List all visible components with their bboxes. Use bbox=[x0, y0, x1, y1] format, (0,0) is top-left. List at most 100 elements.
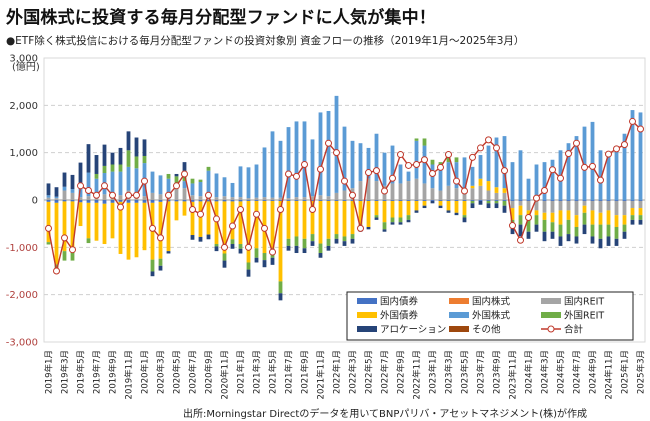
bar-segment bbox=[574, 226, 579, 237]
bar-segment bbox=[358, 143, 363, 182]
bar-segment bbox=[558, 236, 563, 246]
bar-segment bbox=[494, 200, 499, 204]
y-axis: -3,000 -2,000 -1,000 0 1,000 2,000 3,000 bbox=[6, 54, 38, 349]
bar-segment bbox=[462, 190, 467, 200]
total-point bbox=[149, 224, 156, 232]
bar-segment bbox=[582, 224, 587, 235]
bar-segment bbox=[182, 200, 187, 202]
bar-segment bbox=[638, 215, 643, 220]
y-axis-unit: (億円) bbox=[12, 60, 40, 73]
bar-segment bbox=[110, 171, 115, 193]
bar-segment bbox=[494, 192, 499, 200]
bar-segment bbox=[510, 200, 515, 209]
bar-segment bbox=[150, 271, 155, 277]
bar-segment bbox=[206, 200, 211, 202]
bar-segment bbox=[142, 202, 147, 251]
bar-segment bbox=[230, 182, 235, 198]
bar-segment bbox=[310, 196, 315, 200]
bar-segment bbox=[598, 200, 603, 213]
x-tick-label: 2020年9月 bbox=[204, 350, 215, 394]
bar-segment bbox=[630, 200, 635, 209]
total-point bbox=[69, 246, 76, 254]
total-point bbox=[501, 167, 508, 175]
bar-segment bbox=[158, 175, 163, 195]
bar-segment bbox=[238, 201, 243, 245]
bar-segment bbox=[54, 196, 59, 199]
bar-segment bbox=[406, 171, 411, 182]
bar-segment bbox=[246, 269, 251, 277]
bar-segment bbox=[70, 189, 75, 193]
bar-segment bbox=[110, 200, 115, 203]
bar-segment bbox=[262, 147, 267, 198]
bar-segment bbox=[70, 248, 75, 261]
bar-segment bbox=[334, 200, 339, 235]
bar-segment bbox=[566, 210, 571, 220]
bar-segment bbox=[310, 234, 315, 242]
bar-segment bbox=[254, 197, 259, 200]
bar-segment bbox=[342, 236, 347, 242]
total-point bbox=[589, 162, 596, 170]
y-tick-label: 3,000 bbox=[9, 54, 38, 65]
bar-segment bbox=[230, 200, 235, 202]
bar-segment bbox=[590, 224, 595, 237]
bar-segment bbox=[102, 203, 107, 245]
bar-segment bbox=[478, 200, 483, 201]
bar-segment bbox=[486, 200, 491, 204]
bar-segment bbox=[78, 197, 83, 200]
bar-segment bbox=[550, 231, 555, 239]
legend-swatch bbox=[541, 298, 561, 304]
bar-segment bbox=[638, 208, 643, 216]
bar-segment bbox=[238, 166, 243, 198]
bar-segment bbox=[582, 212, 587, 225]
total-point bbox=[565, 150, 572, 158]
x-tick-label: 2025年1月 bbox=[620, 350, 631, 394]
bar-segment bbox=[446, 210, 451, 213]
bar-segment bbox=[550, 200, 555, 201]
total-point bbox=[541, 187, 548, 195]
bar-segment bbox=[46, 195, 51, 198]
bar-segment bbox=[54, 187, 59, 197]
bar-segment bbox=[414, 200, 419, 211]
bar-segment bbox=[478, 200, 483, 205]
bar-segment bbox=[94, 155, 99, 174]
bar-segment bbox=[150, 259, 155, 272]
bar-segment bbox=[262, 200, 267, 201]
total-point bbox=[349, 191, 356, 199]
bar-segment bbox=[286, 200, 291, 201]
bar-segment bbox=[270, 131, 275, 198]
x-tick-label: 2020年11月 bbox=[220, 350, 231, 399]
bar-segment bbox=[486, 190, 491, 200]
bar-segment bbox=[398, 164, 403, 184]
bar-segment bbox=[614, 150, 619, 200]
bar-segment bbox=[518, 200, 523, 201]
bar-segment bbox=[310, 241, 315, 246]
total-point bbox=[533, 194, 540, 202]
bar-segment bbox=[86, 172, 91, 197]
bar-segment bbox=[142, 139, 147, 156]
bar-segment bbox=[190, 195, 195, 200]
bar-segment bbox=[598, 150, 603, 200]
bar-segment bbox=[182, 201, 187, 216]
bar-segment bbox=[126, 200, 131, 203]
bar-segment bbox=[542, 231, 547, 242]
bar-segment bbox=[438, 190, 443, 200]
legend-swatch bbox=[449, 326, 469, 332]
bar-segment bbox=[318, 243, 323, 254]
bar-segment bbox=[182, 188, 187, 200]
bar-segment bbox=[238, 244, 243, 249]
bar-segment bbox=[110, 164, 115, 172]
bar-segment bbox=[366, 178, 371, 200]
bar-segment bbox=[142, 155, 147, 164]
bar-segment bbox=[406, 200, 411, 201]
bar-segment bbox=[230, 239, 235, 245]
total-point bbox=[157, 234, 164, 242]
bar-segment bbox=[470, 200, 475, 204]
bar-segment bbox=[414, 178, 419, 200]
bar-segment bbox=[62, 172, 67, 187]
bar-segment bbox=[286, 198, 291, 200]
bar-segment bbox=[350, 140, 355, 189]
y-tick-label: -1,000 bbox=[6, 243, 38, 254]
total-point bbox=[213, 215, 220, 223]
bar-segment bbox=[150, 192, 155, 200]
bar-segment bbox=[582, 126, 587, 200]
